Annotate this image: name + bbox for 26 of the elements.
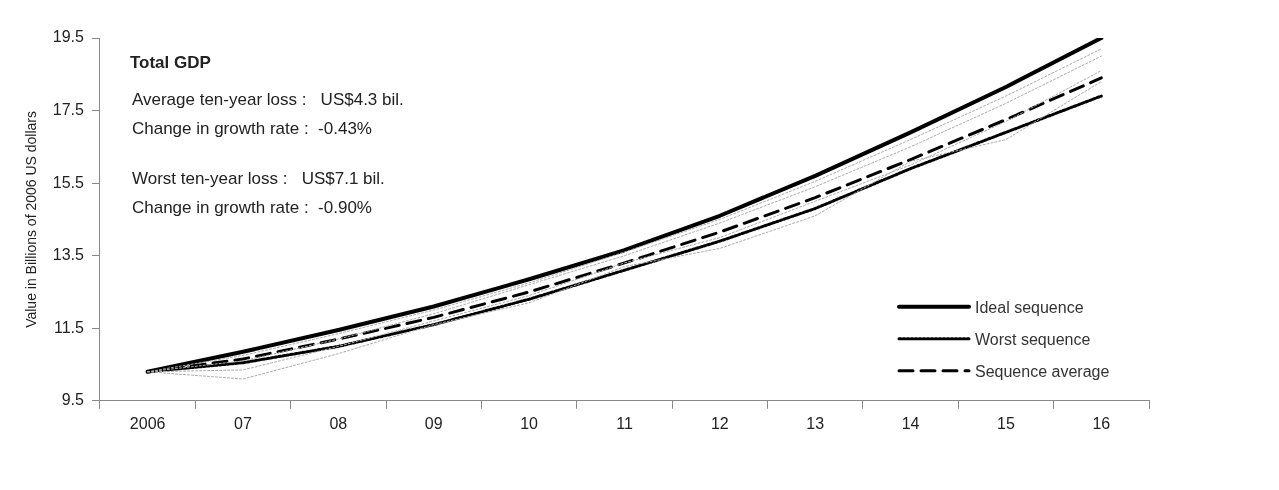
legend-label: Ideal sequence — [975, 299, 1084, 317]
x-tick-label: 07 — [234, 414, 252, 432]
y-tick-label: 15.5 — [52, 173, 85, 191]
x-tick-label: 08 — [329, 414, 348, 432]
x-tick-label: 16 — [1092, 414, 1111, 432]
y-tick-label: 9.5 — [61, 391, 85, 409]
x-tick-label: 13 — [806, 414, 825, 432]
y-tick-label: 13.5 — [52, 246, 85, 264]
x-tick-label: 12 — [710, 414, 729, 432]
x-tick-label: 15 — [997, 414, 1015, 432]
x-tick-label: 2006 — [129, 414, 166, 432]
y-tick-label: 17.5 — [52, 100, 85, 118]
annotation: Worst ten-year loss : US$7.1 bil. — [131, 169, 385, 188]
y-tick-label: 19.5 — [52, 28, 85, 46]
annotation: Change in growth rate : -0.90% — [131, 198, 372, 217]
annotation: Change in growth rate : -0.43% — [131, 119, 372, 138]
x-tick-label: 14 — [901, 414, 920, 432]
annotation: Average ten-year loss : US$4.3 bil. — [131, 90, 404, 109]
legend-label: Sequence average — [975, 363, 1110, 381]
text: Total GDP — [129, 53, 211, 72]
x-tick-label: 11 — [616, 414, 633, 432]
x-tick-label: 09 — [424, 414, 443, 432]
y-tick-label: 11.5 — [53, 318, 85, 336]
legend-label: Worst sequence — [975, 331, 1091, 349]
y-axis-title: Value in Billions of 2006 US dollars — [23, 110, 40, 328]
x-tick-label: 10 — [520, 414, 539, 432]
